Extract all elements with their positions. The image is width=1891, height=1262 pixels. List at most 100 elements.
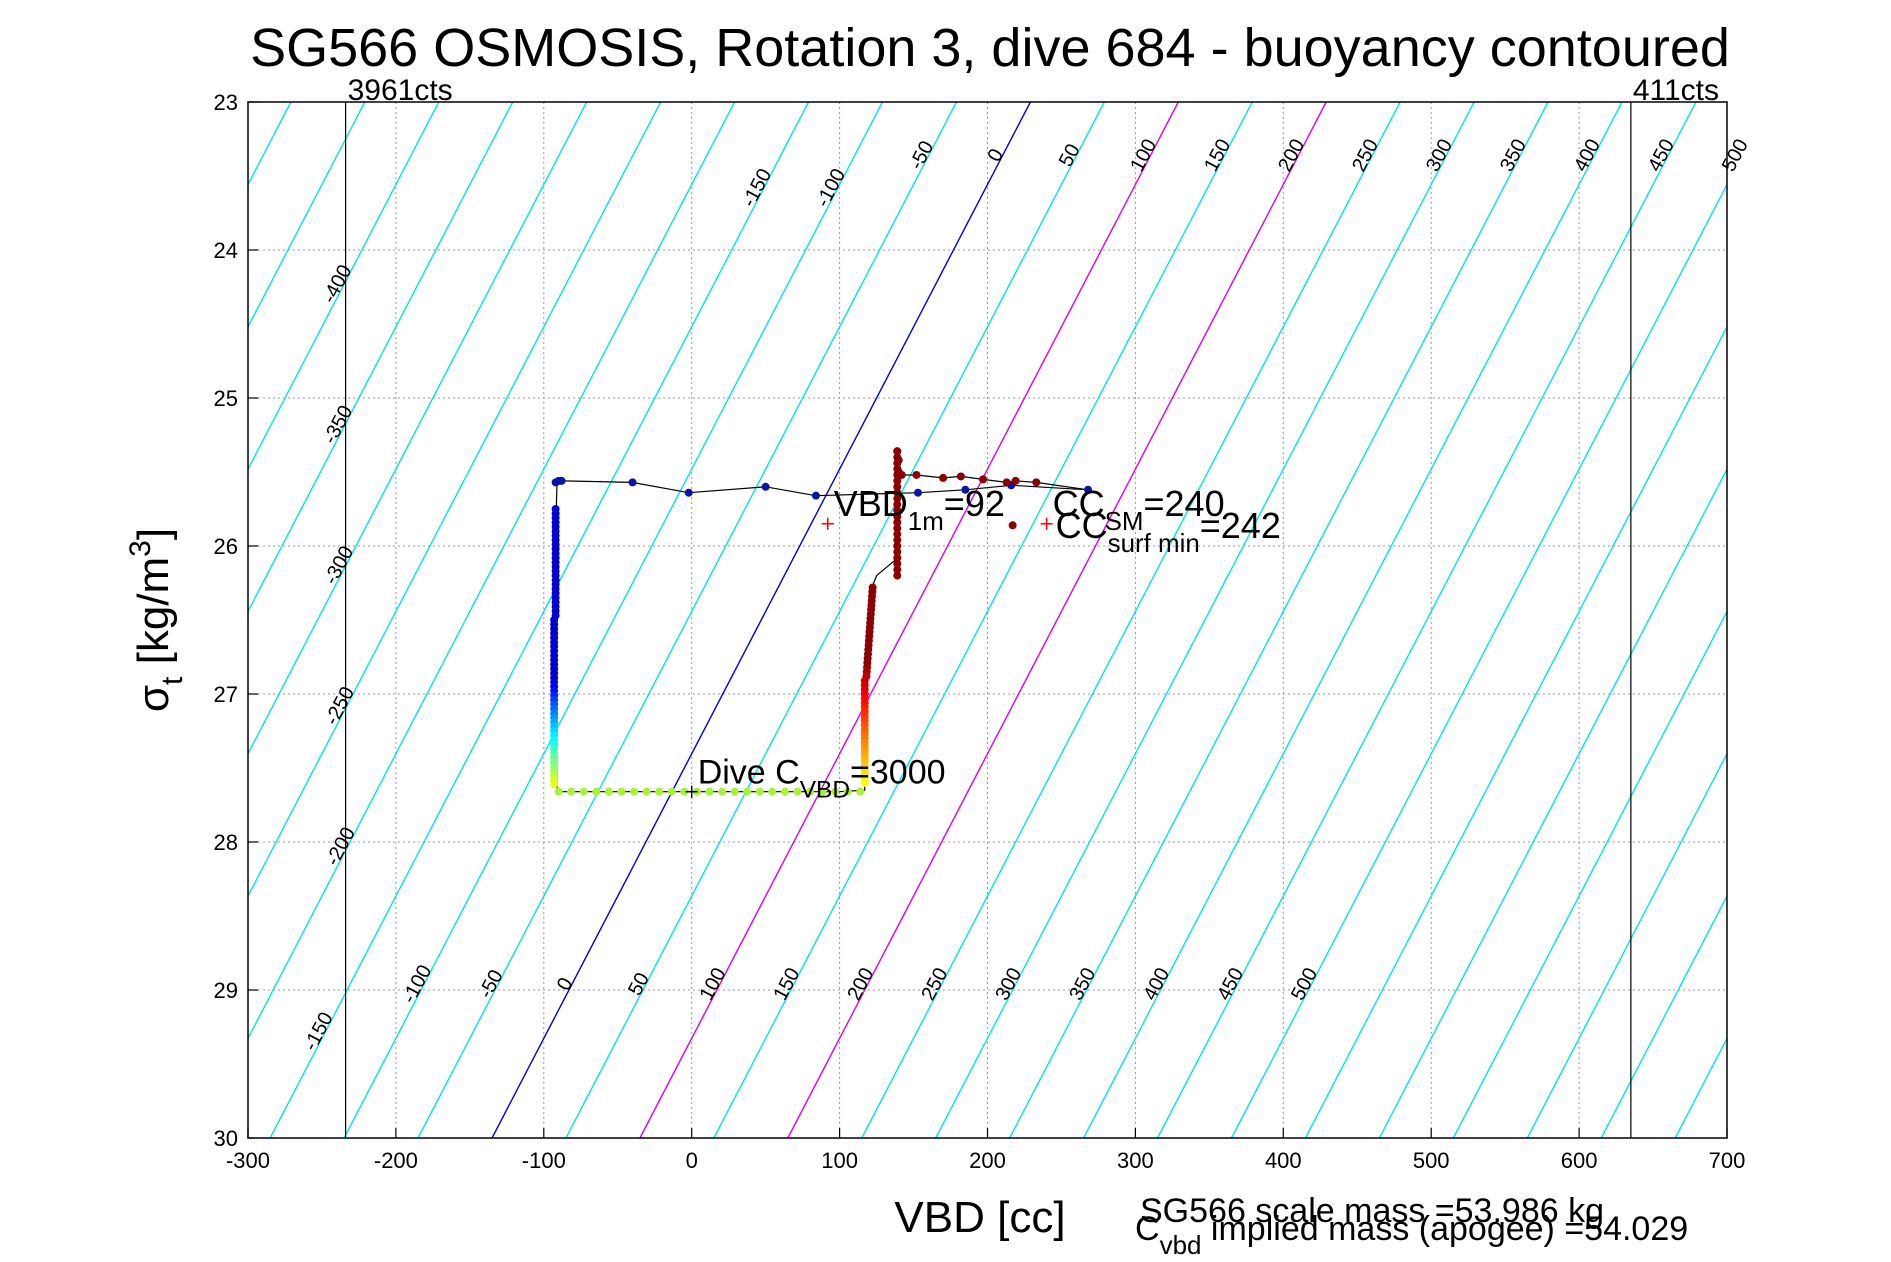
data-point [856,787,865,796]
contour-label: 300 [1422,136,1457,176]
data-point [956,472,965,481]
y-tick-label: 25 [214,386,238,411]
contour-line [417,102,958,1138]
y-tick-label: 23 [214,90,238,115]
data-point [893,482,902,491]
contour-line [0,102,143,1138]
contour-line [565,102,1105,1138]
x-axis-ticks: -300 -200 -100 0 100 200 300 400 500 600 700 [226,1128,1745,1173]
data-point [893,542,902,550]
data-point [893,476,902,485]
y-label-sigma: σ [129,685,178,712]
implied-mass-sub: vbd [1160,1230,1202,1260]
contour-label: -150 [738,165,776,211]
data-point [811,491,820,500]
contour-label: 400 [1139,964,1174,1004]
data-point [705,787,714,796]
data-point [893,571,902,580]
contour-line [248,102,366,329]
y-tick-label: 24 [214,238,238,263]
contour-label: 0 [553,974,578,994]
contour-line [639,102,1179,1138]
contour-line [1156,102,1697,1138]
annotation-label: CCsurf min=242 [1056,505,1281,558]
contour-line [1526,752,1727,1138]
data-point [893,518,902,527]
contour-line [1674,1036,1727,1138]
data-point [818,787,827,796]
data-point [893,536,902,545]
implied-mass-text: Cvbd implied mass (apogee) =54.029 [1135,1210,1688,1260]
data-point [1032,478,1041,487]
contour-label: 100 [696,964,731,1004]
data-point [642,787,651,796]
contour-line [713,102,1253,1138]
contour-line [1600,894,1727,1138]
contour-line [248,102,514,613]
data-point [730,787,739,796]
contour-label: -100 [398,961,436,1007]
contour-line [787,102,1327,1138]
data-point [630,787,639,796]
contour-label: -50 [475,966,508,1002]
data-point [893,565,902,574]
contour-labels: -150 -100 -50 0 50 100 150 200 250 300 350 400 450 50… [300,136,1753,1055]
data-point [893,470,902,479]
grid-lines [248,102,1727,1138]
y-tick-label: 30 [214,1126,238,1151]
data-point [893,465,902,474]
data-point [961,485,970,494]
contour-line [343,102,884,1138]
data-point [1011,476,1020,485]
y-tick-label: 27 [214,682,238,707]
data-point [893,453,902,462]
x-tick-label: 100 [821,1148,858,1173]
data-point [912,470,921,479]
y-axis-ticks: 23 24 25 26 27 28 29 30 [214,90,258,1151]
contour-line [1083,102,1623,1138]
data-point [1008,521,1017,530]
contour-line [1304,325,1727,1138]
data-point [893,447,902,456]
data-point [893,494,902,503]
y-tick-label: 26 [214,534,238,559]
contour-label: 150 [769,964,804,1004]
contour-label: 50 [1055,140,1085,170]
data-point [755,787,764,796]
data-point [893,524,902,533]
x-tick-label: -200 [374,1148,418,1173]
data-point [893,459,902,468]
contour-line [1823,102,1891,1138]
svg-text:σt [kg/m3]: σt [kg/m3] [124,528,189,712]
contour-label: -350 [319,402,357,448]
data-point [1084,485,1093,494]
data-point [550,780,559,789]
implied-mass-rest: implied mass (apogee) =54.029 [1201,1210,1688,1248]
implied-mass-c: C [1135,1210,1160,1248]
y-label-sub: t [156,676,189,685]
contour-label: -50 [905,137,938,173]
contour-label: 100 [1126,136,1161,176]
contour-label: 500 [1287,964,1322,1004]
contour-label: -250 [321,683,359,729]
data-points [550,447,1093,796]
contour-label: -100 [812,165,850,211]
contour-line [248,102,736,1040]
data-point [604,787,613,796]
chart-title: SG566 OSMOSIS, Rotation 3, dive 684 - bu… [250,18,1730,78]
data-point [893,530,902,539]
x-tick-label: 700 [1709,1148,1746,1173]
contour-label: 300 [991,964,1026,1004]
data-point [843,787,852,796]
x-axis-label: VBD [cc] [894,1193,1065,1242]
x-tick-label: 600 [1561,1148,1598,1173]
contour-line [248,102,662,898]
scale-mass-text: SG566 scale mass =53.986 kg [1140,1192,1604,1230]
annotation-label: VBD1m=92 [834,483,1005,536]
data-point [893,500,902,509]
x-tick-label: -300 [226,1148,270,1173]
contour-line [1009,102,1549,1138]
annotation-label: CCSM=240 [1053,483,1225,536]
